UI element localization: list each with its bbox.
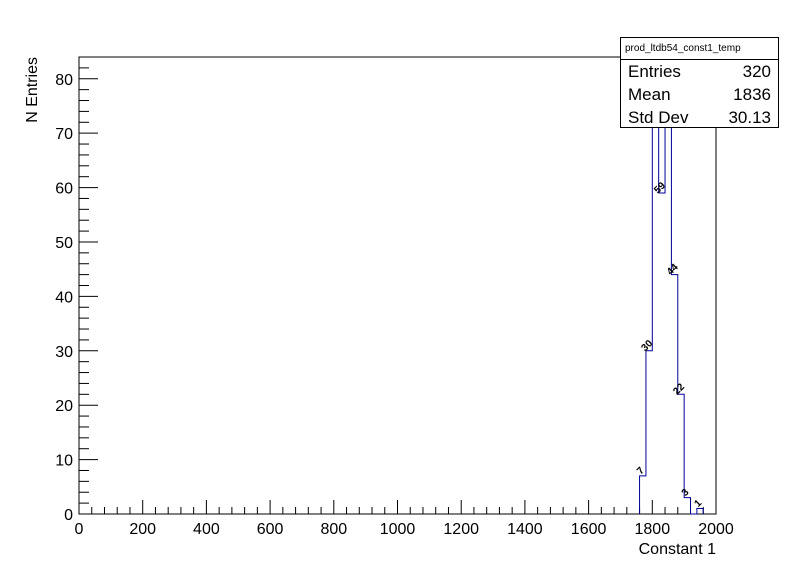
stats-row-entries: Entries 320 — [621, 60, 778, 83]
x-tick-label: 1600 — [571, 521, 607, 538]
x-tick-label: 200 — [129, 521, 156, 538]
x-tick-label: 1000 — [380, 521, 416, 538]
x-tick-label: 600 — [257, 521, 284, 538]
x-tick-label: 2000 — [698, 521, 734, 538]
bin-value-label: 3 — [680, 487, 692, 499]
y-tick-label: 80 — [55, 72, 73, 89]
y-tick-label: 10 — [55, 453, 73, 470]
histogram-bin — [640, 476, 646, 514]
histogram-bin — [684, 498, 690, 514]
x-tick-label: 400 — [193, 521, 220, 538]
stats-row-mean: Mean 1836 — [621, 83, 778, 106]
stats-label-stddev: Std Dev — [628, 108, 689, 127]
bin-value-label: 30 — [640, 338, 656, 354]
stats-box: prod_ltdb54_const1_temp Entries 320 Mean… — [620, 37, 779, 128]
histogram-outline — [639, 56, 704, 515]
stats-value-entries: 320 — [742, 62, 771, 81]
y-tick-label: 50 — [55, 235, 73, 252]
bin-value-label: 7 — [635, 465, 647, 477]
y-tick-label: 0 — [64, 507, 73, 524]
histogram-bin — [646, 351, 652, 514]
axes-group: 0 200 400 600 800 1000 1200 1400 1600 1800 2000 0 10… — [24, 56, 734, 558]
bin-value-label: 59 — [652, 180, 668, 196]
y-tick-label: 60 — [55, 181, 73, 198]
y-axis-title: N Entries — [24, 57, 41, 123]
x-tick-label: 1800 — [635, 521, 671, 538]
bin-value-label: 22 — [671, 381, 687, 397]
stats-value-mean: 1836 — [733, 85, 771, 104]
stats-row-stddev: Std Dev 30.13 — [621, 106, 778, 129]
histogram-bin — [659, 193, 665, 514]
stats-title: prod_ltdb54_const1_temp — [621, 38, 778, 60]
x-tick-label: 800 — [320, 521, 347, 538]
y-tick-label: 40 — [55, 289, 73, 306]
y-tick-label: 30 — [55, 344, 73, 361]
bin-value-label: 44 — [665, 262, 681, 278]
stats-label-entries: Entries — [628, 62, 681, 81]
x-tick-label: 0 — [75, 521, 84, 538]
bins-group — [639, 56, 704, 515]
x-tick-label: 1400 — [507, 521, 543, 538]
x-axis-title: Constant 1 — [639, 541, 716, 558]
y-tick-label: 70 — [55, 126, 73, 143]
bin-value-label: 1 — [692, 498, 704, 510]
histogram-bin — [678, 394, 684, 514]
stats-value-stddev: 30.13 — [728, 108, 771, 127]
stats-label-mean: Mean — [628, 85, 671, 104]
y-tick-label: 20 — [55, 398, 73, 415]
x-tick-label: 1200 — [443, 521, 479, 538]
